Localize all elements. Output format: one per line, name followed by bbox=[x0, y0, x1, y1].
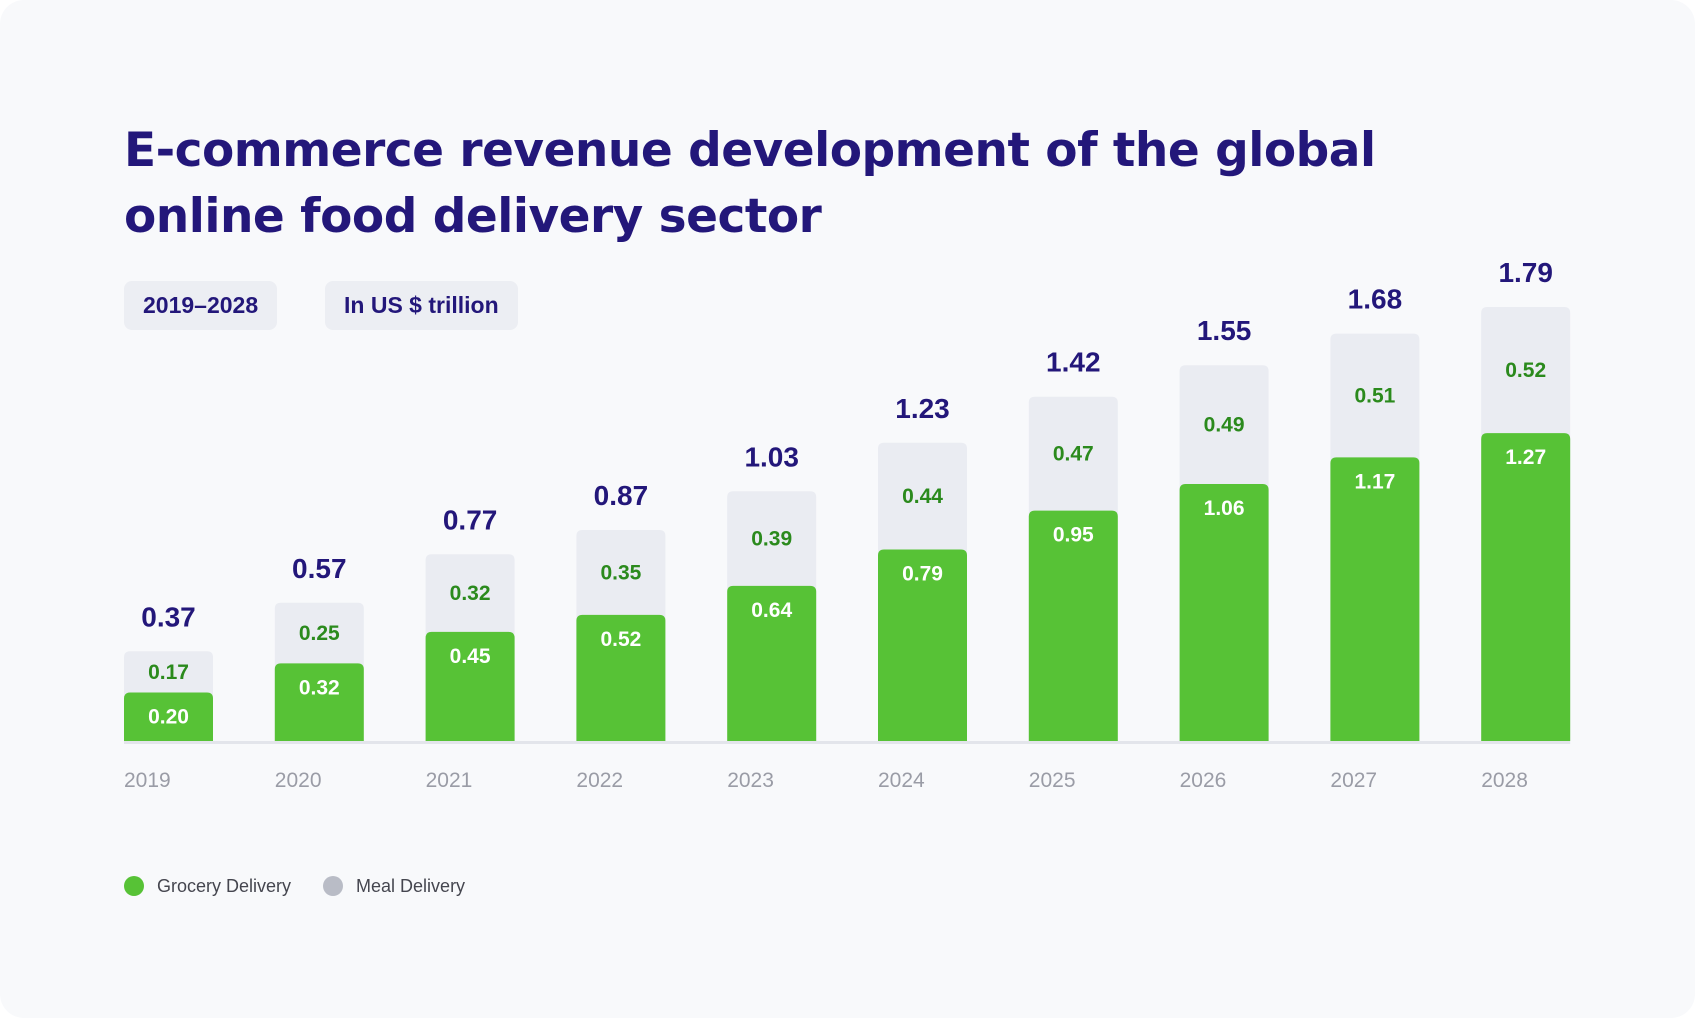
total-value-label: 1.79 bbox=[1498, 257, 1553, 288]
meal-value-label: 0.51 bbox=[1354, 384, 1395, 407]
total-value-label: 1.55 bbox=[1197, 315, 1252, 346]
meal-legend-swatch bbox=[323, 876, 344, 896]
grocery-delivery-bar bbox=[425, 631, 515, 741]
x-tick-label: 2028 bbox=[1481, 769, 1528, 792]
unit-chip: In US $ trillion bbox=[325, 281, 518, 330]
grocery-delivery-bar bbox=[124, 692, 213, 741]
grocery-delivery-bar bbox=[576, 614, 666, 741]
meal-value-label: 0.52 bbox=[1505, 359, 1546, 382]
total-value-label: 1.03 bbox=[744, 441, 799, 472]
chart-title: E-commerce revenue development of the gl… bbox=[124, 118, 1424, 250]
grocery-value-label: 1.27 bbox=[1505, 446, 1546, 469]
grocery-value-label: 0.52 bbox=[600, 628, 641, 651]
x-tick-label: 2023 bbox=[727, 769, 774, 792]
meal-value-label: 0.49 bbox=[1204, 414, 1245, 437]
legend-item-meal: Meal Delivery bbox=[323, 876, 465, 897]
total-value-label: 1.42 bbox=[1046, 347, 1101, 378]
grocery-value-label: 0.95 bbox=[1053, 524, 1094, 547]
grocery-value-label: 0.64 bbox=[751, 599, 792, 622]
legend-item-grocery: Grocery Delivery bbox=[124, 876, 291, 897]
grocery-delivery-bar bbox=[274, 663, 364, 741]
total-value-label: 1.23 bbox=[895, 393, 950, 424]
meal-value-label: 0.25 bbox=[299, 622, 340, 645]
grocery-delivery-bar bbox=[1481, 433, 1571, 741]
grocery-value-label: 0.20 bbox=[148, 706, 189, 729]
x-tick-label: 2021 bbox=[426, 769, 473, 792]
meal-value-label: 0.44 bbox=[902, 485, 943, 508]
legend: Grocery Delivery Meal Delivery bbox=[124, 873, 497, 899]
meal-value-label: 0.35 bbox=[600, 561, 641, 584]
total-value-label: 0.87 bbox=[594, 480, 649, 511]
meal-value-label: 0.47 bbox=[1053, 443, 1094, 466]
x-tick-label: 2020 bbox=[275, 769, 322, 792]
meal-value-label: 0.17 bbox=[148, 661, 189, 684]
x-tick-label: 2025 bbox=[1029, 769, 1076, 792]
legend-label-meal: Meal Delivery bbox=[356, 875, 466, 896]
period-chip: 2019–2028 bbox=[124, 281, 278, 330]
x-tick-label: 2026 bbox=[1180, 769, 1227, 792]
grocery-delivery-bar bbox=[878, 549, 967, 741]
x-tick-label: 2027 bbox=[1330, 769, 1377, 792]
grocery-value-label: 0.45 bbox=[450, 645, 491, 668]
meal-value-label: 0.32 bbox=[450, 582, 491, 605]
total-value-label: 1.68 bbox=[1348, 284, 1403, 315]
grocery-value-label: 0.79 bbox=[902, 562, 943, 585]
grocery-value-label: 1.06 bbox=[1204, 497, 1245, 520]
meal-value-label: 0.39 bbox=[751, 528, 792, 551]
grocery-value-label: 0.32 bbox=[299, 676, 340, 699]
total-value-label: 0.37 bbox=[141, 601, 196, 632]
title-line-2: online food delivery sector bbox=[124, 189, 822, 244]
legend-label-grocery: Grocery Delivery bbox=[157, 875, 292, 896]
title-line-1: E-commerce revenue development of the gl… bbox=[124, 123, 1376, 178]
grocery-delivery-bar bbox=[1330, 457, 1420, 741]
grocery-delivery-bar bbox=[727, 585, 817, 741]
grocery-delivery-bar bbox=[1028, 510, 1118, 741]
x-tick-label: 2022 bbox=[576, 769, 623, 792]
grocery-legend-swatch bbox=[124, 876, 144, 896]
x-tick-label: 2024 bbox=[878, 769, 925, 792]
x-tick-label: 2019 bbox=[124, 769, 171, 792]
grocery-delivery-bar bbox=[1179, 483, 1269, 741]
total-value-label: 0.57 bbox=[292, 553, 347, 584]
total-value-label: 0.77 bbox=[443, 504, 498, 535]
grocery-value-label: 1.17 bbox=[1354, 470, 1395, 493]
